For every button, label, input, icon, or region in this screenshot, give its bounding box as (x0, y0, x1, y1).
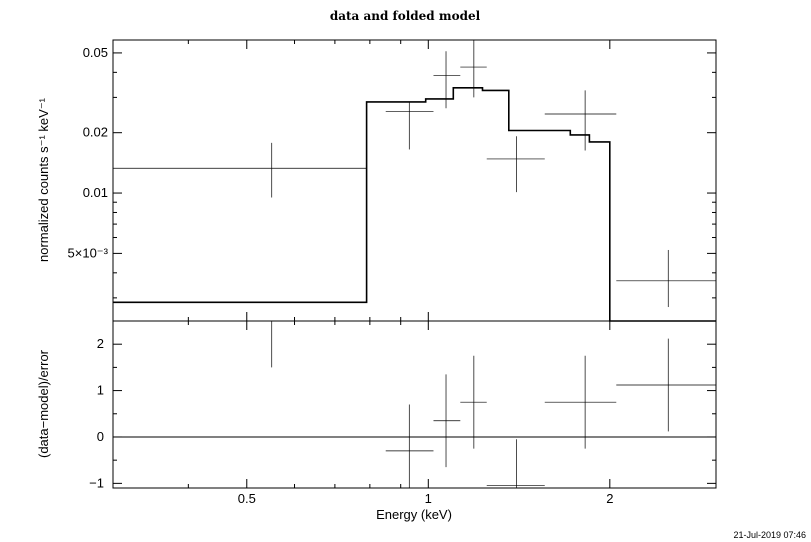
spectrum-y-tick-label: 0.05 (83, 45, 108, 60)
x-tick-label: 2 (606, 491, 613, 506)
residual-y-tick-label: 1 (97, 383, 104, 398)
spectrum-y-axis-label: normalized counts s⁻¹ keV⁻¹ (36, 97, 51, 262)
residual-data-crosses (113, 320, 716, 488)
residual-y-axis-label: (data−model)/error (36, 349, 51, 458)
residual-panel-frame (112, 320, 717, 489)
spectrum-y-tick-label: 0.02 (83, 125, 108, 140)
timestamp: 21-Jul-2019 07:46 (733, 530, 806, 540)
spectrum-y-tick-label: 0.01 (83, 185, 108, 200)
x-tick-label: 1 (425, 491, 432, 506)
chart-title: data and folded model (330, 9, 481, 23)
spectrum-y-tick-label: 5×10⁻³ (68, 245, 109, 260)
residual-y-tick-label: 2 (97, 336, 104, 351)
residual-y-tick-label: −1 (89, 475, 104, 490)
residual-y-ticks: 2 1 0 −1 (89, 336, 716, 490)
spectrum-panel-frame (112, 39, 717, 322)
spectrum-y-ticks: 0.05 0.02 0.01 5×10⁻³ (68, 45, 716, 299)
folded-model-line (113, 87, 716, 322)
residual-y-tick-label: 0 (97, 429, 104, 444)
model-step-path (113, 87, 716, 322)
x-axis-ticks: 0.5 1 2 (187, 40, 717, 506)
x-tick-label: 0.5 (238, 491, 256, 506)
spectrum-data-crosses (113, 40, 716, 308)
x-axis-label: Energy (keV) (376, 507, 452, 522)
